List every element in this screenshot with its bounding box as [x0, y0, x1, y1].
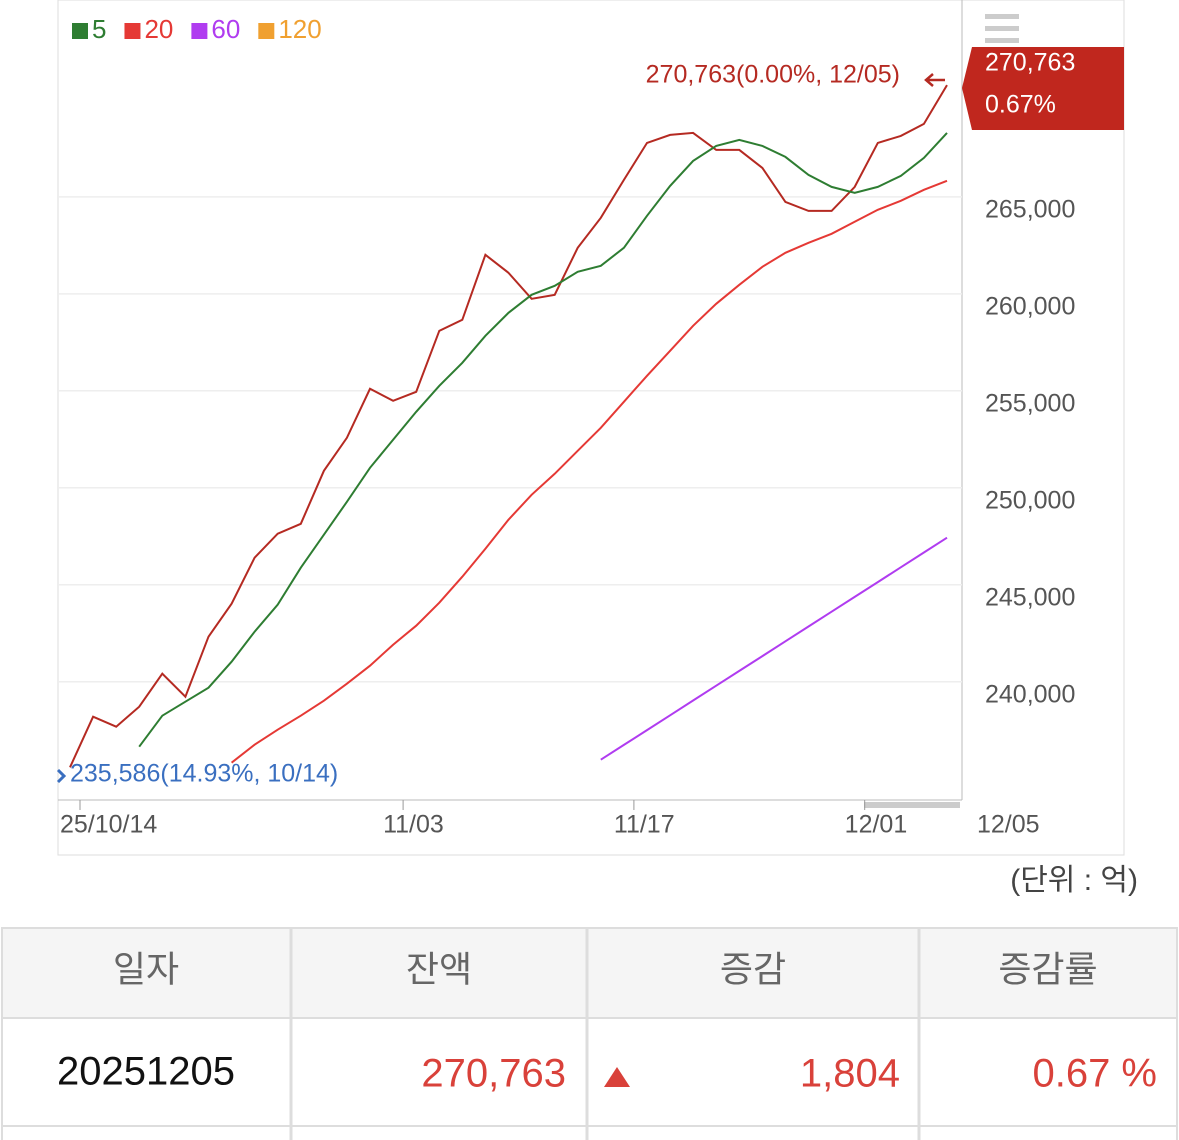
menu-icon[interactable]	[985, 14, 1019, 43]
y-tick-label: 255,000	[985, 389, 1075, 417]
series-line	[69, 84, 948, 768]
legend-label: 20	[144, 14, 173, 44]
arrow-icon	[56, 768, 67, 784]
legend-swatch	[124, 23, 141, 39]
series-line	[138, 132, 948, 748]
x-tick-label: 25/10/14	[60, 811, 157, 839]
x-tick-label: 11/17	[614, 811, 675, 839]
badge	[962, 47, 1124, 130]
y-tick-label: 265,000	[985, 195, 1075, 223]
x-tick-label: 12/05	[977, 811, 1040, 839]
legend-label: 120	[278, 14, 321, 44]
x-tick-label: 11/03	[383, 811, 444, 839]
scrollbar[interactable]	[864, 802, 960, 808]
unit-label: (단위 : 억)	[1010, 864, 1138, 897]
badge-value: 270,763	[985, 49, 1075, 77]
x-tick-label: 12/01	[845, 811, 908, 839]
table: 일자 잔액 증감 증감률 20251205 270,763 1,804 0.67…	[1, 927, 1178, 1140]
header-cell: 잔액	[406, 949, 472, 990]
legend-label: 5	[92, 14, 106, 44]
legend-swatch	[72, 23, 88, 39]
badge-change: 0.67%	[985, 91, 1056, 119]
date-cell: 20251205	[57, 1050, 235, 1094]
series-line	[600, 536, 948, 761]
header-cell: 증감	[720, 949, 786, 990]
arrow-icon	[924, 73, 945, 87]
series-line	[230, 179, 948, 764]
last-annotation: 270,763(0.00%, 12/05)	[646, 61, 900, 89]
chart-frame	[57, 0, 1125, 856]
legend-swatch	[191, 23, 208, 39]
rate-cell: 0.67 %	[1032, 1052, 1157, 1096]
up-icon	[604, 1067, 630, 1087]
balance-cell: 270,763	[421, 1052, 566, 1096]
header-cell: 증감률	[998, 949, 1097, 990]
change-cell: 1,804	[800, 1052, 900, 1096]
y-tick-label: 245,000	[985, 583, 1075, 611]
legend-label: 60	[211, 14, 240, 44]
y-tick-label: 240,000	[985, 680, 1075, 708]
header-cell: 일자	[113, 949, 179, 990]
legend-swatch	[258, 23, 275, 39]
y-tick-label: 250,000	[985, 486, 1075, 514]
first-annotation: 235,586(14.93%, 10/14)	[70, 760, 338, 788]
y-tick-label: 260,000	[985, 292, 1075, 320]
